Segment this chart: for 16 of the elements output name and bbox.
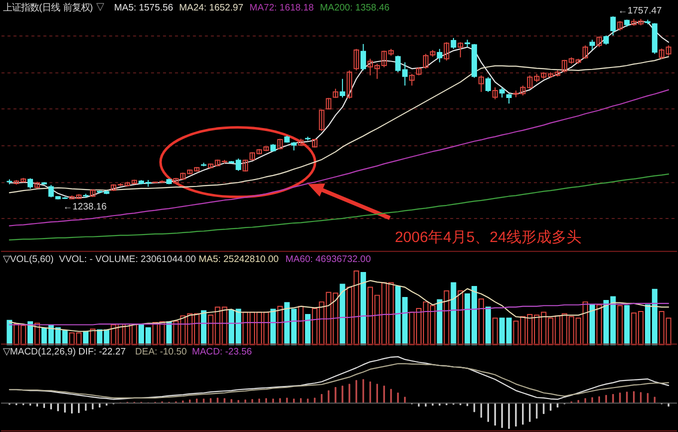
text: MA60: 46936732.00 (286, 254, 371, 265)
text: MA5: 1575.56 (114, 2, 174, 14)
text: MA24: 1652.97 (179, 2, 244, 14)
text: DIF: -22.27 (78, 346, 126, 358)
text: MA200: 1358.46 (320, 2, 390, 14)
text: 2006年4月5、24线形成多头 (394, 228, 582, 246)
chart-title: ▽MACD(12,26,9) (2, 346, 76, 358)
text: DEA: -10.50 (135, 346, 187, 358)
chart-subtitle: VVOL: - VOLUME: 23061044.00 (59, 254, 196, 265)
text: MA5: 25242810.00 (198, 254, 279, 265)
annotation: ←1757.47 (618, 5, 662, 16)
chart-title: ▽VOL(5,60) (2, 254, 54, 265)
text: MA72: 1618.18 (250, 2, 314, 14)
annotation: ←1238.16 (63, 201, 107, 212)
annotation: MACD: -23.56 (192, 346, 252, 358)
chart-title: 上证指数(日线 前复权) ▽ (2, 2, 105, 14)
